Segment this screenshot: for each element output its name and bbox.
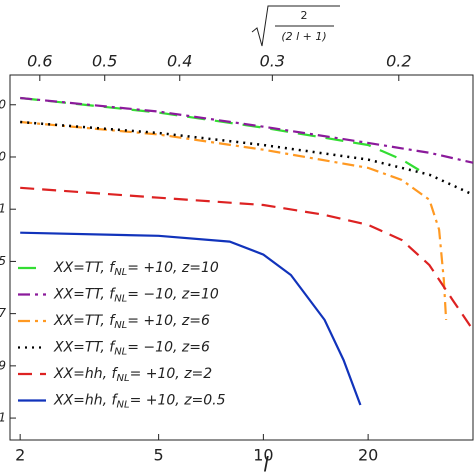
y-tick-label: 0 (0, 149, 6, 163)
y-tick-label: 5 (0, 254, 6, 268)
y-tick-label: 9 (0, 358, 6, 372)
top-tick-label: 0.2 (386, 52, 411, 71)
x-tick-label: 20 (358, 446, 378, 465)
top-tick-label: 0.3 (260, 52, 285, 71)
legend-label: XX=hh, fNL= +10, z=0.5 (53, 393, 226, 411)
series-line (20, 231, 362, 406)
top-tick-label: 0.5 (92, 52, 117, 71)
legend-label: XX=hh, fNL= +10, z=2 (53, 366, 212, 384)
legend-label: XX=TT, fNL= −10, z=10 (53, 287, 219, 305)
x-tick-label: 2 (15, 446, 25, 465)
legend-label: XX=TT, fNL= +10, z=6 (53, 313, 210, 331)
y-tick-label: 0 (0, 97, 6, 111)
series-line (20, 186, 474, 331)
plot-frame (9, 74, 474, 441)
legend-label: XX=TT, fNL= −10, z=6 (53, 340, 210, 358)
y-tick-label: 1 (0, 411, 6, 425)
x-tick-label: 5 (154, 446, 164, 465)
series-line (20, 120, 474, 196)
top-tick-label: 0.4 (167, 52, 192, 71)
top-tick-label: 0.6 (27, 52, 52, 71)
radical-sign (251, 5, 340, 47)
x-tick-label: 10 (253, 446, 273, 465)
top-label-denominator: (2 l + 1) (281, 30, 326, 43)
x-axis-label: l (263, 453, 269, 474)
top-label-numerator: 2 (301, 9, 308, 22)
y-tick-label: 7 (0, 306, 6, 320)
series-line (20, 96, 420, 171)
series-line (20, 96, 474, 164)
legend-label: XX=TT, fNL= +10, z=10 (53, 260, 219, 278)
series-line (20, 120, 448, 320)
y-tick-label: 1 (0, 202, 6, 216)
